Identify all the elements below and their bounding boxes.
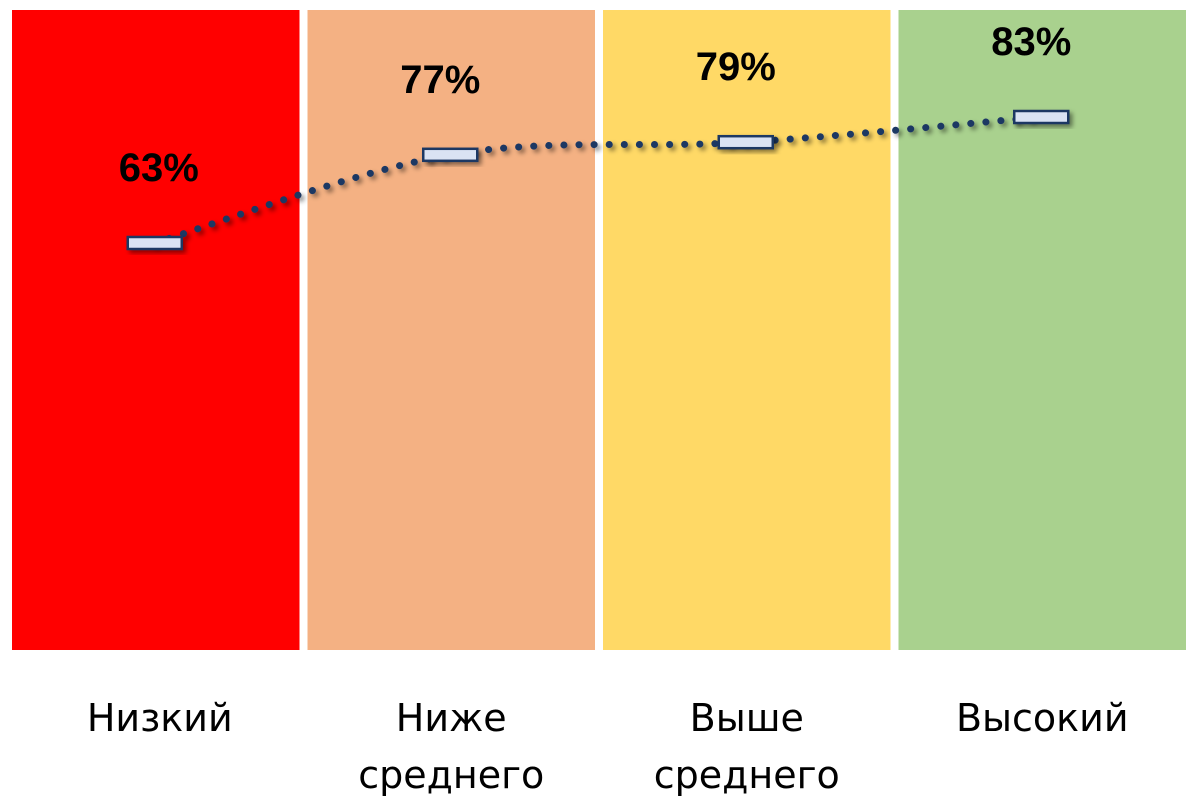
category-band-2 [307,10,595,650]
data-label-4: 83% [991,20,1071,64]
category-label-layer: Низкий Ниже среднего Выше среднего Высокий [87,696,1129,797]
marker-layer [126,109,1070,251]
category-label-3-line-1: Выше [690,696,804,740]
data-label-layer: 63% 77% 79% 83% [119,20,1072,190]
data-marker-1 [126,235,183,251]
data-label-3: 79% [696,45,776,89]
category-band-4 [898,10,1186,650]
data-label-2: 77% [400,58,480,102]
data-label-1: 63% [119,146,199,190]
series-line-layer [151,113,1045,247]
category-label-2-line-2: среднего [358,753,544,797]
data-marker-4 [1013,109,1070,125]
category-label-2-line-1: Ниже [396,696,507,740]
category-label-1: Низкий [87,696,233,740]
category-label-4: Высокий [956,696,1129,740]
category-band-1 [12,10,300,650]
category-bands [12,10,1186,650]
data-marker-2 [422,147,479,163]
data-marker-3 [717,134,774,150]
category-band-3 [603,10,891,650]
category-label-3-line-2: среднего [654,753,840,797]
series-line [151,113,1045,247]
